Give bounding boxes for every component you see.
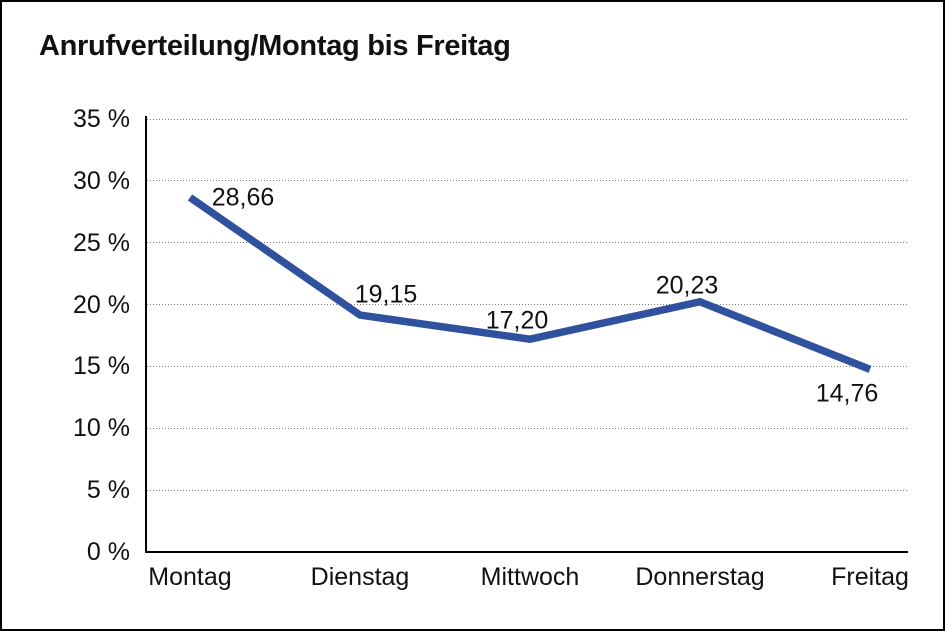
gridline — [147, 180, 908, 182]
data-point-label: 20,23 — [655, 271, 719, 300]
x-tick-label: Dienstag — [310, 563, 410, 591]
y-tick-label: 15 % — [73, 352, 130, 381]
data-point-label: 14,76 — [815, 379, 879, 408]
x-tick-label: Montag — [148, 563, 232, 591]
gridline — [147, 118, 908, 120]
data-point-label: 28,66 — [211, 183, 275, 212]
x-tick-label: Freitag — [831, 563, 909, 591]
y-tick-label: 5 % — [86, 476, 130, 505]
data-point-label: 19,15 — [354, 280, 418, 309]
gridline — [147, 242, 908, 244]
data-line — [187, 194, 872, 373]
y-tick-label: 20 % — [73, 290, 130, 319]
gridline — [147, 365, 908, 367]
chart-title: Anrufverteilung/Montag bis Freitag — [39, 30, 511, 62]
gridline — [147, 489, 908, 491]
gridline — [147, 304, 908, 306]
x-tick-label: Donnerstag — [635, 563, 765, 591]
gridline — [147, 427, 908, 429]
y-tick-label: 25 % — [73, 228, 130, 257]
y-tick-label: 0 % — [86, 538, 130, 566]
data-point-label: 17,20 — [485, 306, 549, 335]
x-tick-label: Mittwoch — [480, 563, 580, 591]
x-axis — [145, 551, 908, 553]
y-tick-label: 35 % — [73, 105, 130, 133]
y-axis — [145, 116, 147, 553]
y-tick-label: 10 % — [73, 414, 130, 443]
y-tick-label: 30 % — [73, 166, 130, 195]
